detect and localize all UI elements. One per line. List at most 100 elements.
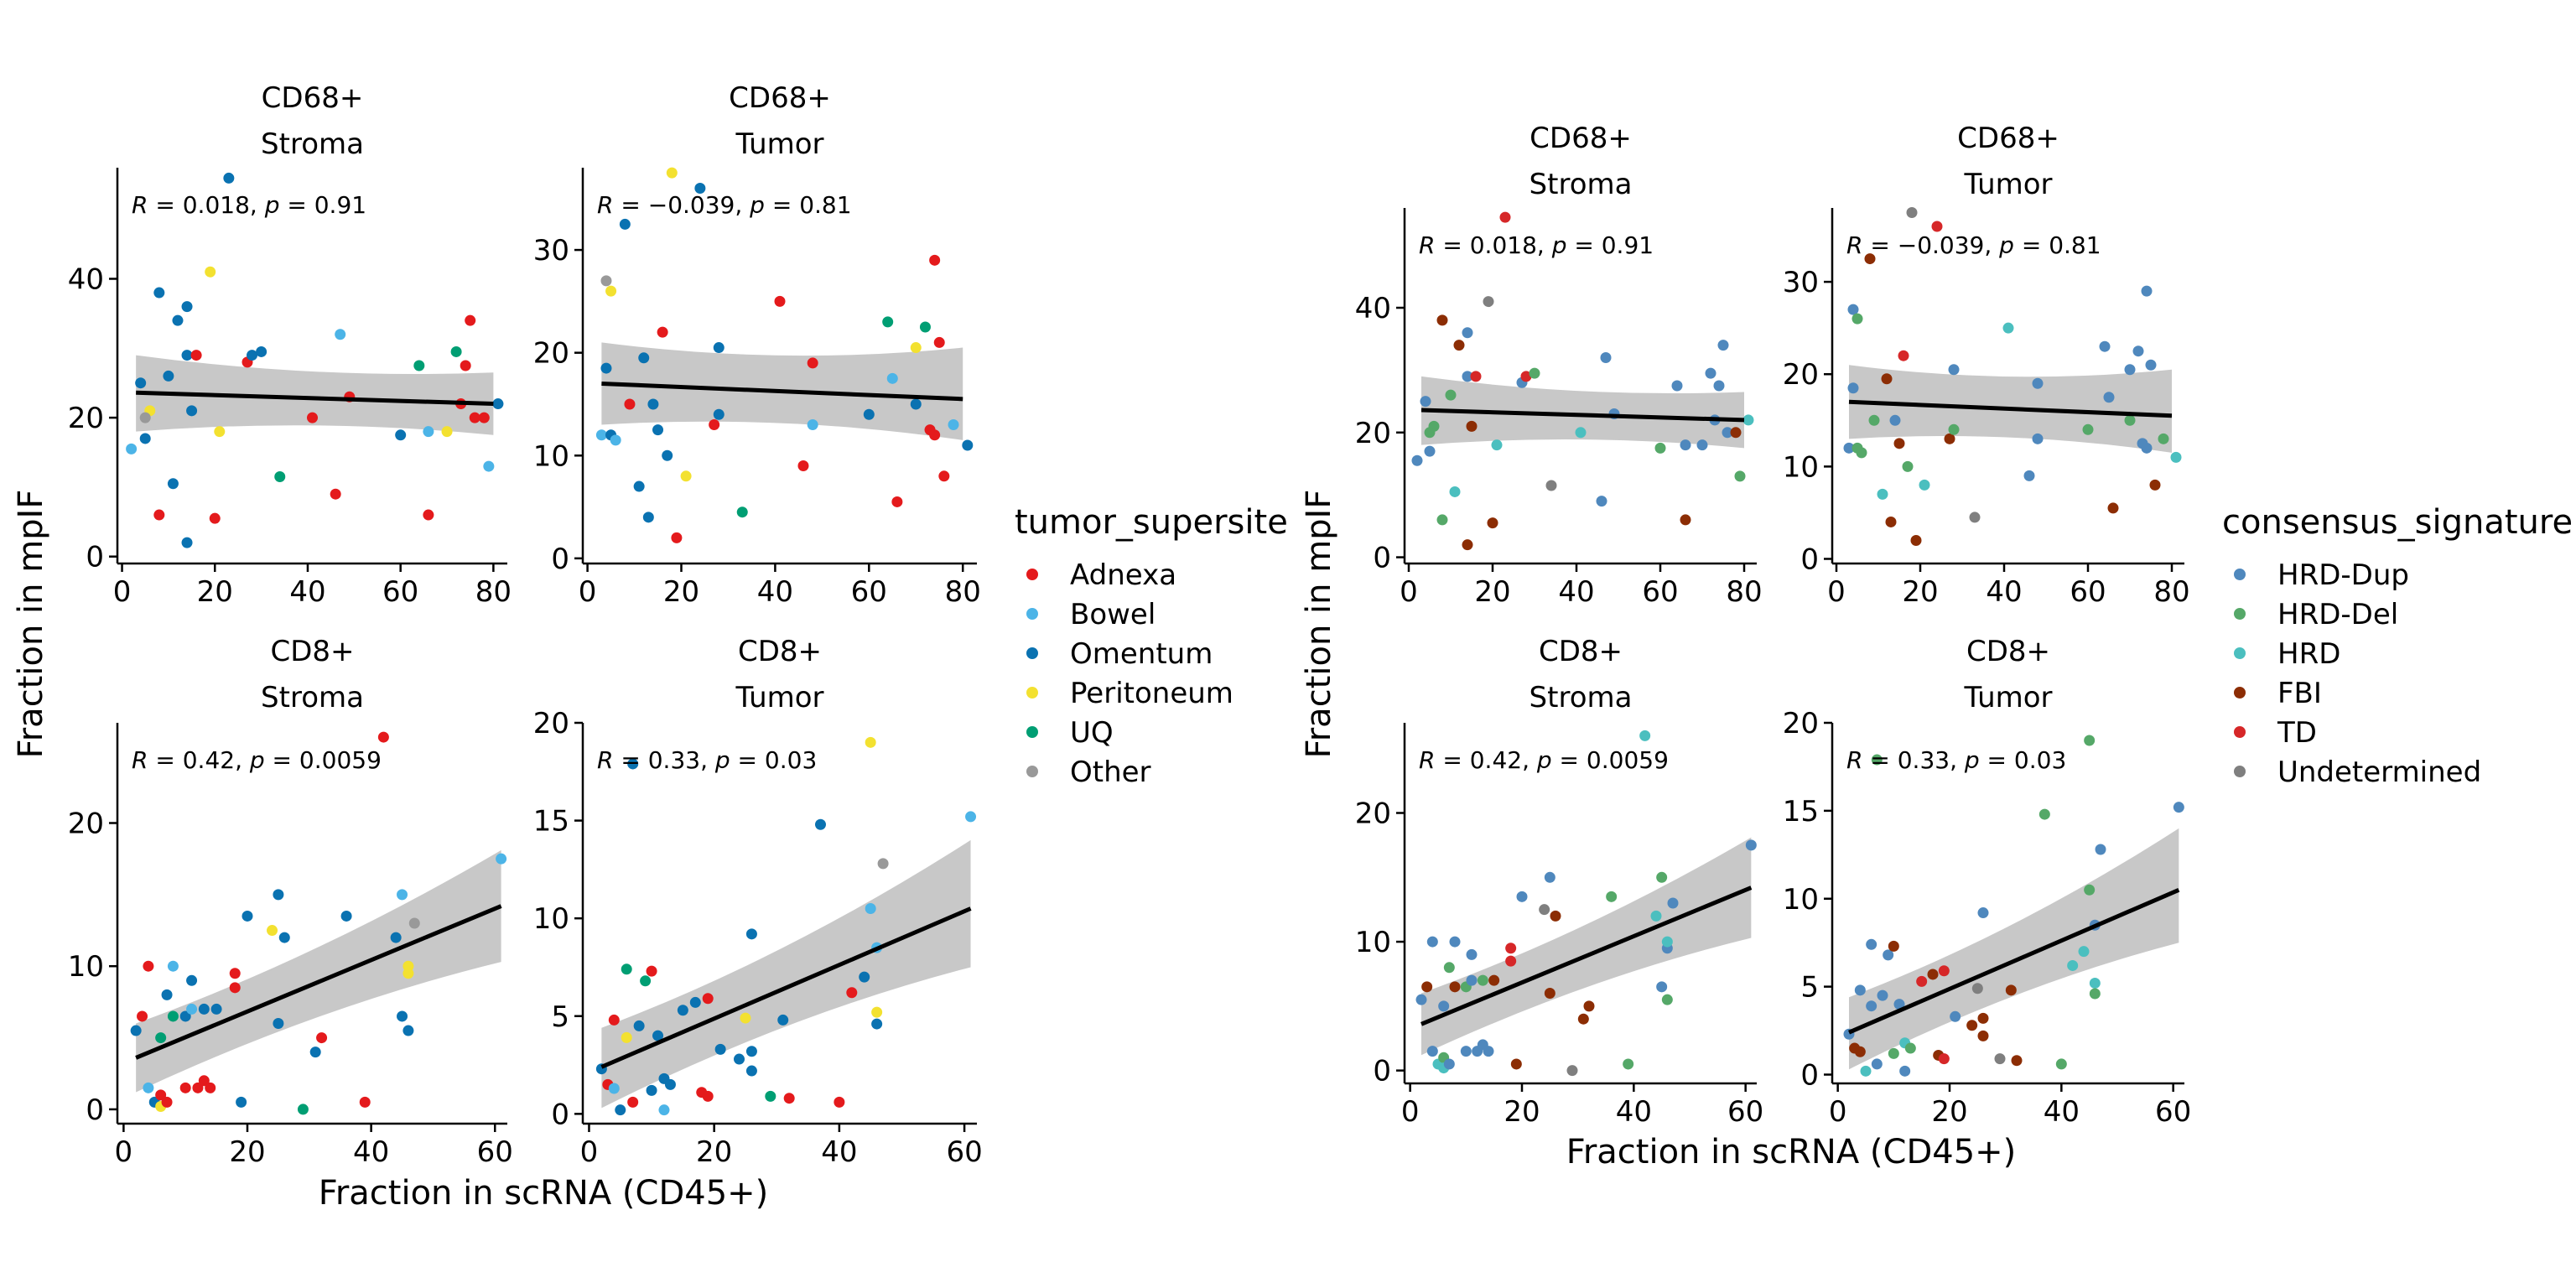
data-point bbox=[2170, 451, 2182, 463]
data-point bbox=[395, 429, 407, 441]
correlation-annotation: R = 0.42, p = 0.0059 bbox=[132, 746, 382, 774]
data-point bbox=[441, 426, 453, 438]
data-point bbox=[783, 1093, 795, 1104]
data-point bbox=[130, 1025, 142, 1036]
legend-item-hrd-dup: HRD-Dup bbox=[2234, 558, 2409, 592]
x-tick-label: 40 bbox=[757, 575, 793, 609]
data-point bbox=[863, 408, 875, 420]
data-point bbox=[483, 460, 495, 472]
data-point bbox=[139, 412, 151, 423]
panel-supersite-cd8-stroma: CD8+ Stroma 0 20 40 60 0 10 20 R = 0.42, p = 0.00… bbox=[68, 635, 513, 1169]
data-point bbox=[1424, 445, 1436, 457]
legend-item-undetermined: Undetermined bbox=[2234, 756, 2481, 789]
x-tick-label: 40 bbox=[1558, 575, 1594, 609]
panel-signature-cd68-stroma: CD68+ Stroma 0 20 40 60 80 0 20 40 R = 0.018, p = … bbox=[1355, 122, 1763, 609]
data-point bbox=[627, 1096, 639, 1108]
data-point bbox=[1977, 1030, 1989, 1041]
data-point bbox=[1904, 1042, 1916, 1054]
data-point bbox=[2089, 977, 2101, 989]
data-point bbox=[1713, 380, 1725, 392]
correlation-annotation: R = −0.039, p = 0.81 bbox=[1846, 231, 2101, 259]
y-tick-label: 10 bbox=[533, 902, 569, 936]
data-point bbox=[1575, 427, 1587, 439]
data-point bbox=[1938, 965, 1950, 977]
svg-text:HRD-Del: HRD-Del bbox=[2277, 598, 2398, 631]
regression-line bbox=[135, 904, 502, 1060]
y-tick-label: 0 bbox=[551, 1098, 569, 1131]
data-point bbox=[2173, 802, 2184, 813]
data-point bbox=[1931, 221, 1943, 232]
data-point bbox=[161, 1096, 173, 1108]
svg-text:UQ: UQ bbox=[1070, 716, 1114, 750]
data-point bbox=[190, 350, 202, 361]
y-tick-label: 10 bbox=[1783, 883, 1819, 917]
legend-item-other: Other bbox=[1026, 756, 1151, 789]
data-point bbox=[797, 460, 809, 472]
data-point bbox=[774, 295, 786, 307]
data-point bbox=[402, 960, 414, 972]
x-tick-label: 80 bbox=[2153, 575, 2189, 609]
data-point bbox=[671, 532, 683, 543]
data-point bbox=[478, 412, 490, 423]
correlation-annotation: R = 0.33, p = 0.03 bbox=[1846, 746, 2066, 774]
y-tick-label: 20 bbox=[1355, 417, 1391, 450]
data-point bbox=[1606, 891, 1618, 902]
data-point bbox=[2038, 808, 2050, 820]
data-point bbox=[1600, 352, 1612, 364]
x-tick-label: 0 bbox=[1400, 575, 1418, 609]
data-point bbox=[359, 1096, 371, 1108]
x-tick-label: 0 bbox=[579, 575, 597, 609]
data-point bbox=[1426, 936, 1438, 948]
legend-item-adnexa: Adnexa bbox=[1026, 558, 1176, 592]
data-point bbox=[1671, 380, 1683, 392]
data-point bbox=[1460, 1046, 1472, 1057]
data-point bbox=[865, 736, 876, 748]
data-point bbox=[1656, 981, 1668, 993]
legend-item-fbi: FBI bbox=[2234, 677, 2322, 710]
data-point bbox=[1730, 427, 1742, 439]
data-point bbox=[167, 478, 179, 490]
data-point bbox=[702, 1090, 714, 1102]
data-point bbox=[1745, 839, 1757, 851]
data-point bbox=[680, 470, 692, 482]
x-tick-label: 80 bbox=[475, 575, 512, 609]
x-tick-label: 20 bbox=[197, 575, 233, 609]
data-point bbox=[1883, 949, 1894, 961]
data-point bbox=[1994, 1053, 2006, 1065]
facet-title-line: Tumor bbox=[735, 127, 823, 161]
data-point bbox=[390, 932, 402, 943]
x-tick-label: 40 bbox=[1986, 575, 2022, 609]
data-point bbox=[465, 314, 476, 326]
data-point bbox=[652, 1030, 664, 1041]
x-tick-label: 60 bbox=[2070, 575, 2106, 609]
data-point bbox=[229, 982, 241, 994]
data-point bbox=[1449, 936, 1461, 948]
data-point bbox=[330, 488, 341, 500]
data-point bbox=[2005, 984, 2017, 996]
data-point bbox=[126, 443, 138, 454]
x-tick-label: 20 bbox=[663, 575, 699, 609]
data-point bbox=[1436, 514, 1448, 526]
figure-right-signature: Fraction in mpIF Fraction in scRNA (CD45… bbox=[1300, 490, 2573, 1171]
data-point bbox=[1510, 1058, 1522, 1070]
data-point bbox=[1544, 988, 1555, 999]
y-tick-label: 0 bbox=[86, 1093, 104, 1127]
data-point bbox=[1944, 433, 1955, 444]
data-point bbox=[186, 1003, 198, 1015]
data-point bbox=[1742, 414, 1754, 426]
x-tick-label: 0 bbox=[580, 1135, 599, 1169]
data-point bbox=[702, 993, 714, 1005]
data-point bbox=[1566, 1065, 1578, 1077]
data-point bbox=[1889, 414, 1901, 426]
data-point bbox=[1438, 1000, 1450, 1012]
data-point bbox=[1577, 1013, 1589, 1025]
data-point bbox=[1866, 1000, 1877, 1012]
svg-text:HRD: HRD bbox=[2277, 637, 2340, 671]
data-point bbox=[186, 405, 198, 417]
data-point bbox=[236, 1096, 247, 1108]
svg-text:Adnexa: Adnexa bbox=[1070, 558, 1176, 592]
data-point bbox=[135, 377, 147, 389]
data-point bbox=[340, 910, 352, 922]
correlation-annotation: R = −0.039, p = 0.81 bbox=[597, 191, 852, 219]
